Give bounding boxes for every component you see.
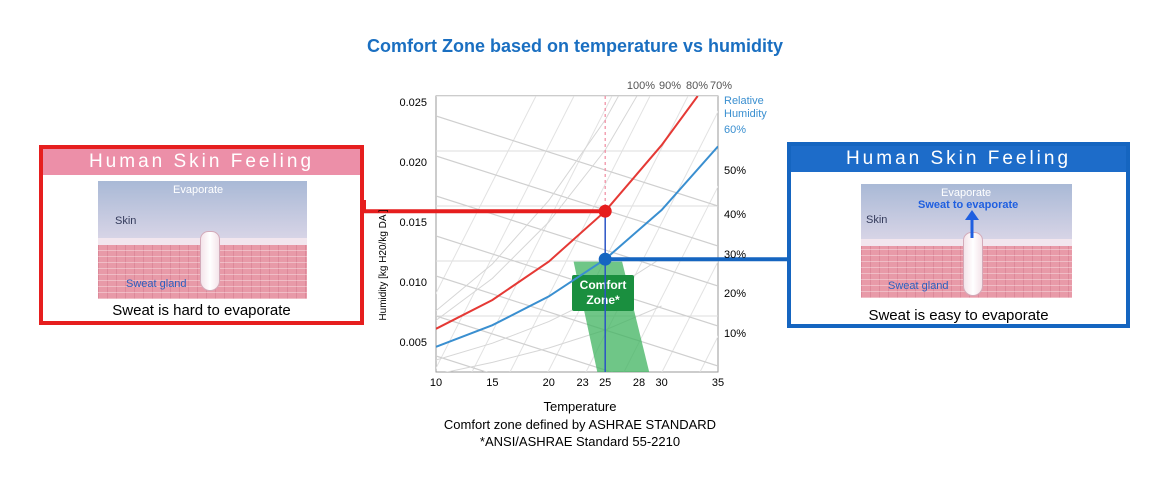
- x-tick-label: 20: [543, 377, 555, 389]
- comfort-zone-label: Zone*: [586, 293, 620, 307]
- x-tick-label: 10: [430, 377, 442, 389]
- comfort-zone-label: Comfort: [580, 278, 627, 292]
- evaporate-label: Evaporate: [941, 187, 992, 199]
- x-tick-label: 23: [577, 377, 589, 389]
- rh-top-label: 90%: [659, 80, 681, 92]
- comfort-zone-badge: [572, 275, 634, 311]
- grid-line: [623, 185, 718, 372]
- right-skin-illustration: Evaporate Sweat to evaporate Skin Sweat …: [861, 184, 1072, 298]
- grid-line: [471, 96, 613, 372]
- rh-right-label: 10%: [724, 328, 746, 340]
- skin-label: Skin: [866, 214, 888, 226]
- footer-standard-line: Comfort zone defined by ASHRAE STANDARD: [443, 417, 717, 432]
- rh-curve-80: [436, 96, 699, 330]
- rh-right-label: 40%: [724, 209, 746, 221]
- skin-label: Skin: [115, 215, 137, 227]
- rh-curve-faint: [436, 96, 620, 312]
- y-tick-label: 0.005: [399, 337, 427, 349]
- left-caption: Sweat is hard to evaporate: [112, 302, 291, 319]
- rh-top-label: 100%: [627, 80, 655, 92]
- left-skin-panel: Human Skin Feeling Evaporate Skin Sweat …: [39, 145, 364, 325]
- sweat-gland-icon: [200, 231, 220, 291]
- rh-curve-60: [436, 145, 718, 348]
- grid-line: [436, 275, 718, 367]
- rh-top-label: 70%: [710, 80, 732, 92]
- x-tick-label: 15: [486, 377, 498, 389]
- y-axis-title: Humidity [kg H20/kg DA ]: [378, 209, 389, 320]
- right-panel-heading: Human Skin Feeling: [791, 146, 1126, 172]
- x-axis-title: Temperature: [543, 399, 617, 414]
- plot-area: [435, 95, 719, 373]
- x-tick-label: 25: [599, 377, 611, 389]
- right-caption: Sweat is easy to evaporate: [868, 307, 1049, 324]
- footer-reference-line: *ANSI/ASHRAE Standard 55-2210: [479, 434, 681, 449]
- grid-line: [436, 96, 575, 370]
- left-skin-illustration: Evaporate Skin Sweat gland: [98, 181, 307, 299]
- sweat-gland-icon: [963, 232, 983, 296]
- left-panel-heading: Human Skin Feeling: [43, 149, 360, 175]
- rh-top-label: 80%: [686, 80, 708, 92]
- y-tick-label: 0.010: [399, 277, 427, 289]
- sweat-to-evaporate-label: Sweat to evaporate: [918, 199, 1019, 211]
- grid-line: [436, 155, 718, 247]
- y-tick-label: 0.025: [399, 97, 427, 109]
- x-tick-label: 30: [655, 377, 667, 389]
- grid-line: [436, 355, 489, 372]
- sweat-gland-label: Sweat gland: [126, 278, 187, 290]
- blue-point: [598, 252, 612, 266]
- rh-title: Humidity: [724, 108, 767, 120]
- y-tick-label: 0.020: [399, 157, 427, 169]
- x-tick-label: 28: [633, 377, 645, 389]
- rh-right-label: 50%: [724, 165, 746, 177]
- red-point: [598, 204, 612, 218]
- y-tick-label: 0.015: [399, 217, 427, 229]
- rh-title: Relative: [724, 95, 764, 107]
- grid-line: [436, 315, 614, 372]
- air-layer: [98, 181, 307, 238]
- up-arrow-icon: [965, 210, 979, 238]
- rh-curve-faint: [436, 96, 638, 321]
- air-layer: [861, 184, 1072, 239]
- grid-line: [661, 260, 718, 372]
- grid-line: [436, 96, 537, 295]
- rh-right-label: 20%: [724, 288, 746, 300]
- x-tick-label: 35: [712, 377, 724, 389]
- rh-right-label: 60%: [724, 124, 746, 136]
- right-skin-panel: Human Skin Feeling Evaporate Sweat to ev…: [787, 142, 1130, 328]
- sweat-gland-label: Sweat gland: [888, 280, 949, 292]
- evaporate-label: Evaporate: [173, 184, 224, 196]
- rh-right-label: 30%: [724, 249, 746, 261]
- page-title: Comfort Zone based on temperature vs hum…: [366, 36, 784, 56]
